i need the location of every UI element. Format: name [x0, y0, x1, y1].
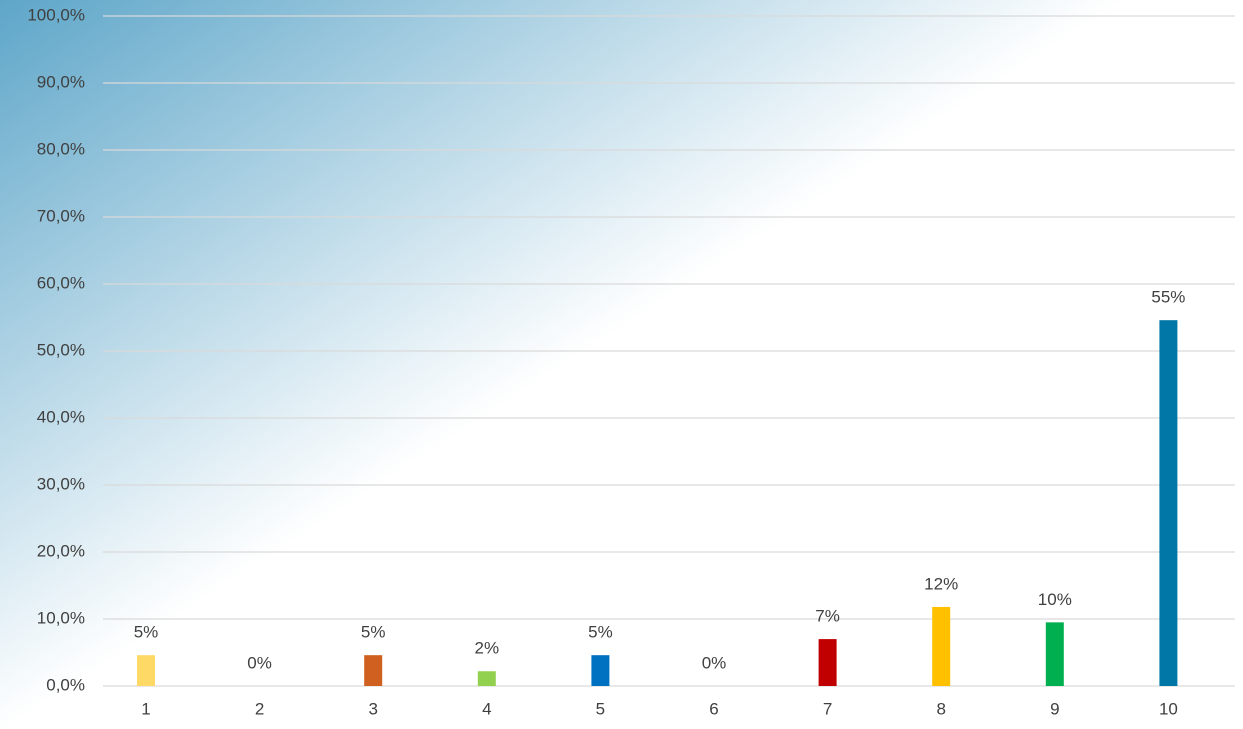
x-tick-label: 3 [368, 699, 377, 718]
x-tick-label: 5 [596, 699, 605, 718]
data-label: 5% [361, 623, 386, 642]
x-tick-label: 9 [1050, 699, 1059, 718]
bar [818, 639, 837, 686]
y-tick-label: 80,0% [37, 139, 85, 158]
bar [364, 655, 383, 686]
bar [137, 655, 155, 686]
bar [932, 606, 951, 686]
x-tick-label: 8 [936, 699, 945, 718]
data-label: 0% [247, 653, 272, 672]
data-label: 5% [588, 623, 613, 642]
data-label: 10% [1038, 590, 1072, 609]
y-tick-label: 30,0% [37, 474, 85, 493]
x-tick-label: 10 [1159, 699, 1178, 718]
x-tick-label: 2 [255, 699, 264, 718]
data-label: 7% [815, 607, 840, 626]
y-tick-label: 20,0% [37, 541, 85, 560]
y-tick-label: 60,0% [37, 273, 85, 292]
data-label: 5% [134, 623, 159, 642]
bar [1045, 622, 1064, 686]
data-label: 0% [702, 653, 727, 672]
x-tick-label: 4 [482, 699, 491, 718]
data-label: 12% [924, 574, 958, 593]
y-tick-label: 40,0% [37, 407, 85, 426]
bar [477, 671, 496, 686]
x-tick-label: 1 [141, 699, 150, 718]
x-tick-label: 6 [709, 699, 718, 718]
y-tick-label: 90,0% [37, 72, 85, 91]
bar [1159, 320, 1178, 686]
y-tick-label: 100,0% [27, 5, 85, 24]
x-tick-label: 7 [823, 699, 832, 718]
y-tick-label: 70,0% [37, 206, 85, 225]
data-label: 2% [475, 639, 500, 658]
y-tick-label: 10,0% [37, 608, 85, 627]
y-tick-label: 50,0% [37, 340, 85, 359]
data-label: 55% [1151, 288, 1185, 307]
bar [591, 655, 610, 686]
y-tick-label: 0,0% [46, 675, 85, 694]
